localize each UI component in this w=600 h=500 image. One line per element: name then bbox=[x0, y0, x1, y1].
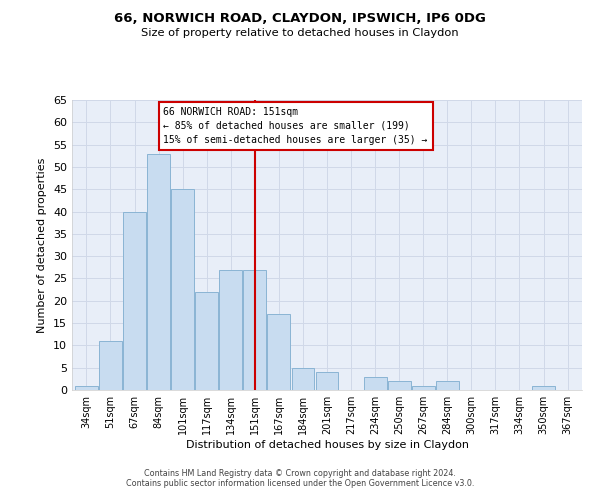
Bar bbox=[388, 381, 410, 390]
Bar bbox=[171, 189, 194, 390]
Bar bbox=[147, 154, 170, 390]
Bar bbox=[99, 341, 122, 390]
Y-axis label: Number of detached properties: Number of detached properties bbox=[37, 158, 47, 332]
X-axis label: Distribution of detached houses by size in Claydon: Distribution of detached houses by size … bbox=[185, 440, 469, 450]
Bar bbox=[316, 372, 338, 390]
Bar bbox=[532, 386, 555, 390]
Text: Contains public sector information licensed under the Open Government Licence v3: Contains public sector information licen… bbox=[126, 478, 474, 488]
Bar bbox=[364, 376, 386, 390]
Text: 66 NORWICH ROAD: 151sqm
← 85% of detached houses are smaller (199)
15% of semi-d: 66 NORWICH ROAD: 151sqm ← 85% of detache… bbox=[163, 106, 428, 144]
Bar bbox=[436, 381, 459, 390]
Bar bbox=[123, 212, 146, 390]
Bar bbox=[268, 314, 290, 390]
Bar bbox=[195, 292, 218, 390]
Bar bbox=[412, 386, 434, 390]
Bar bbox=[292, 368, 314, 390]
Text: 66, NORWICH ROAD, CLAYDON, IPSWICH, IP6 0DG: 66, NORWICH ROAD, CLAYDON, IPSWICH, IP6 … bbox=[114, 12, 486, 26]
Bar bbox=[75, 386, 98, 390]
Text: Size of property relative to detached houses in Claydon: Size of property relative to detached ho… bbox=[141, 28, 459, 38]
Bar bbox=[220, 270, 242, 390]
Bar bbox=[244, 270, 266, 390]
Text: Contains HM Land Registry data © Crown copyright and database right 2024.: Contains HM Land Registry data © Crown c… bbox=[144, 468, 456, 477]
